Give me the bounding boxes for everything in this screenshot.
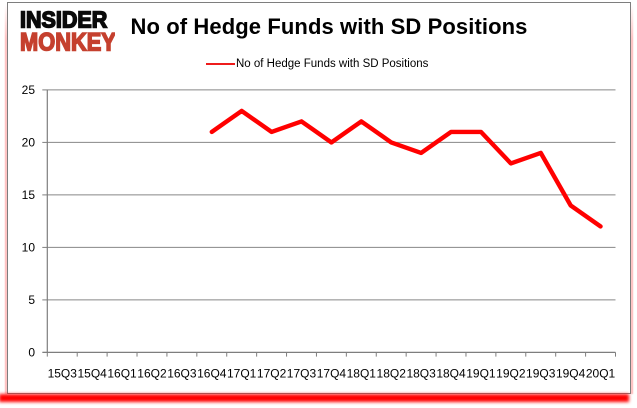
svg-text:15: 15	[22, 188, 36, 202]
svg-text:10: 10	[22, 241, 36, 255]
svg-text:19Q1: 19Q1	[466, 367, 496, 381]
svg-text:MONKEY: MONKEY	[20, 29, 115, 54]
svg-text:19Q2: 19Q2	[496, 367, 526, 381]
svg-text:15Q4: 15Q4	[77, 367, 107, 381]
svg-text:INSIDER: INSIDER	[20, 8, 108, 33]
svg-text:16Q4: 16Q4	[197, 367, 227, 381]
svg-text:17Q3: 17Q3	[287, 367, 317, 381]
svg-text:16Q2: 16Q2	[137, 367, 167, 381]
svg-text:17Q4: 17Q4	[317, 367, 347, 381]
svg-text:20Q1: 20Q1	[586, 367, 616, 381]
svg-text:0: 0	[28, 346, 35, 360]
svg-text:19Q4: 19Q4	[556, 367, 586, 381]
svg-text:18Q3: 18Q3	[406, 367, 436, 381]
svg-text:17Q1: 17Q1	[227, 367, 257, 381]
svg-text:16Q1: 16Q1	[107, 367, 137, 381]
svg-text:16Q3: 16Q3	[167, 367, 197, 381]
svg-text:15Q3: 15Q3	[48, 367, 78, 381]
svg-text:18Q2: 18Q2	[377, 367, 407, 381]
svg-text:17Q2: 17Q2	[257, 367, 287, 381]
svg-text:25: 25	[22, 83, 36, 97]
svg-text:20: 20	[22, 136, 36, 150]
svg-text:5: 5	[28, 293, 35, 307]
svg-text:18Q4: 18Q4	[436, 367, 466, 381]
svg-text:18Q1: 18Q1	[347, 367, 377, 381]
svg-text:19Q3: 19Q3	[526, 367, 556, 381]
